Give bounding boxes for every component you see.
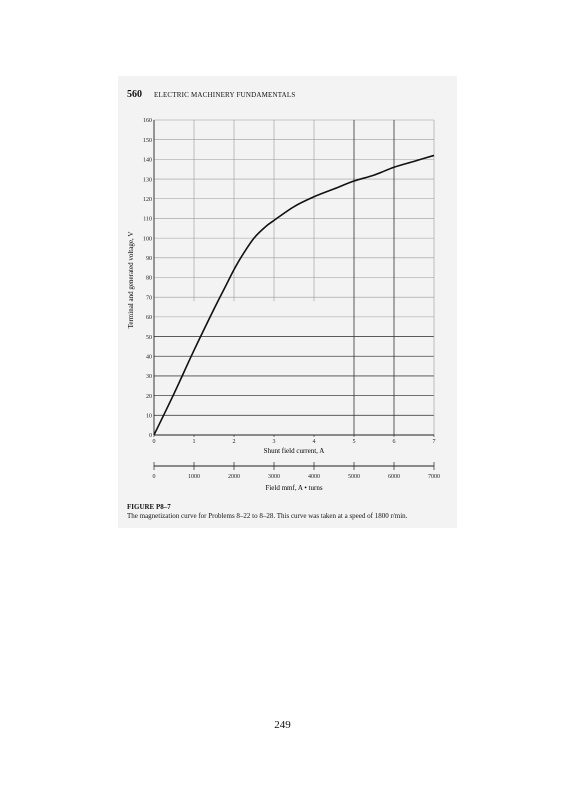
axes — [153, 120, 434, 467]
page-header: 560 ELECTRIC MACHINERY FUNDAMENTALS — [127, 84, 296, 102]
y-axis-label: Terminal and generated voltage, V — [127, 232, 135, 329]
series — [153, 154, 435, 436]
magnetization-curve — [153, 154, 435, 436]
footer-page-number: 249 — [274, 719, 291, 731]
y-tick-label: 50 — [146, 335, 152, 341]
x-tick-label: 4 — [313, 439, 316, 445]
x2-tick-label: 7000 — [428, 474, 440, 480]
y-tick-label: 60 — [146, 315, 152, 321]
y-tick-label: 10 — [146, 414, 152, 420]
figure-title: FIGURE P8–7 — [127, 503, 171, 511]
x-tick-label: 3 — [273, 439, 276, 445]
scanned-page — [118, 76, 457, 528]
x2-tick-label: 1000 — [188, 474, 200, 480]
x-tick-label: 7 — [433, 439, 436, 445]
y-tick-label: 0 — [149, 433, 152, 439]
grid — [154, 119, 435, 435]
y-tick-label: 70 — [146, 295, 152, 301]
x2-tick-label: 6000 — [388, 474, 400, 480]
x2-tick-label: 2000 — [228, 474, 240, 480]
figure-caption: The magnetization curve for Problems 8–2… — [127, 512, 408, 520]
x2-tick-label: 4000 — [308, 474, 320, 480]
x-tick-label: 1 — [193, 439, 196, 445]
header-page-number: 560 — [127, 89, 142, 100]
y-tick-label: 110 — [143, 217, 152, 223]
y-tick-label: 140 — [143, 158, 152, 164]
y-tick-label: 100 — [143, 236, 152, 242]
y-tick-label: 30 — [146, 374, 152, 380]
y-tick-label: 90 — [146, 256, 152, 262]
x2-tick-label: 5000 — [348, 474, 360, 480]
x-tick-label: 6 — [393, 439, 396, 445]
y-tick-label: 20 — [146, 394, 152, 400]
y-tick-label: 40 — [146, 354, 152, 360]
tick-labels: 0102030405060708090100110120130140150160… — [143, 118, 440, 480]
y-tick-label: 120 — [143, 197, 152, 203]
y-tick-label: 80 — [146, 276, 152, 282]
y-tick-label: 150 — [143, 138, 152, 144]
y-tick-label: 130 — [143, 177, 152, 183]
book-title: ELECTRIC MACHINERY FUNDAMENTALS — [154, 91, 296, 99]
x2-axis-label: Field mmf, A • turns — [265, 484, 322, 492]
x-axis-label: Shunt field current, A — [264, 447, 325, 455]
x-tick-label: 2 — [233, 439, 236, 445]
x2-tick-label: 3000 — [268, 474, 280, 480]
x-tick-label: 5 — [353, 439, 356, 445]
y-tick-label: 160 — [143, 118, 152, 124]
x2-tick-label: 0 — [153, 474, 156, 480]
x-tick-label: 0 — [153, 439, 156, 445]
